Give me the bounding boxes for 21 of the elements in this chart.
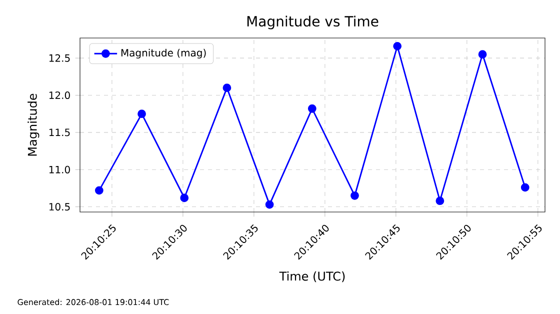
y-tick-label: 12.0 (49, 91, 70, 100)
y-tick-label: 11.0 (49, 166, 70, 174)
point (138, 110, 146, 118)
point (393, 42, 402, 50)
point (265, 200, 274, 209)
point (350, 191, 359, 200)
point (308, 104, 316, 113)
y-tick-label: 10.5 (49, 203, 70, 211)
x-axis-title: Time (UTC) (279, 271, 345, 282)
point (180, 194, 189, 202)
text: Generated: 2026-08-01 19:01:44 UTC (18, 298, 169, 306)
point (222, 84, 232, 92)
y-axis-title: Magnitude (28, 94, 40, 156)
point (478, 50, 487, 59)
legend-label: Magnitude (mag) (121, 48, 206, 58)
point (94, 186, 104, 195)
point (436, 196, 444, 206)
chart-title: Magnitude vs Time (247, 16, 378, 30)
point (520, 183, 530, 192)
y-tick-label: 12.5 (49, 54, 70, 62)
y-tick-label: 11.5 (49, 128, 70, 136)
